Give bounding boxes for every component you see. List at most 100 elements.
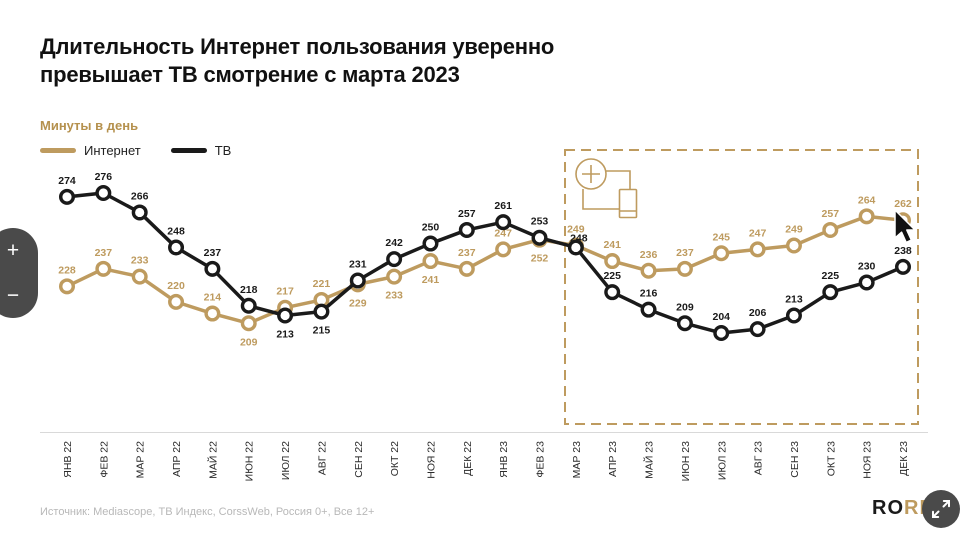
data-point[interactable] xyxy=(895,258,912,275)
data-point[interactable] xyxy=(386,251,403,268)
source-note: Источник: Mediascope, ТВ Индекс, CorssWe… xyxy=(40,506,375,518)
point-value-label: 237 xyxy=(676,247,694,259)
point-value-label: 252 xyxy=(531,253,549,265)
x-axis-label: АВГ 23 xyxy=(753,441,765,475)
data-point[interactable] xyxy=(858,274,875,291)
point-value-label: 238 xyxy=(894,245,912,257)
page-title: Длительность Интернет пользования уверен… xyxy=(40,33,800,89)
x-axis-label: ДЕК 23 xyxy=(898,441,910,476)
internet-line-swatch xyxy=(40,148,76,153)
zoom-device-icon xyxy=(575,158,638,219)
data-point[interactable] xyxy=(895,212,912,229)
point-value-label: 206 xyxy=(749,307,767,319)
data-point[interactable] xyxy=(349,272,366,289)
point-value-label: 237 xyxy=(95,247,113,259)
point-value-label: 242 xyxy=(385,237,403,249)
data-point[interactable] xyxy=(95,260,112,277)
data-point[interactable] xyxy=(785,307,802,324)
data-point[interactable] xyxy=(749,241,766,258)
x-axis-label: МАЙ 23 xyxy=(643,441,656,479)
x-axis-label: ИЮН 23 xyxy=(680,441,692,481)
data-point[interactable] xyxy=(277,307,294,324)
point-value-label: 274 xyxy=(58,175,76,187)
data-point[interactable] xyxy=(168,239,185,256)
x-axis-label: АПР 23 xyxy=(607,441,619,477)
point-value-label: 247 xyxy=(494,227,512,239)
data-point[interactable] xyxy=(313,303,330,320)
x-axis-label: АПР 22 xyxy=(171,441,183,477)
data-point[interactable] xyxy=(858,208,875,225)
point-value-label: 241 xyxy=(603,239,621,251)
point-value-label: 218 xyxy=(240,284,258,296)
data-point[interactable] xyxy=(567,239,584,256)
data-point[interactable] xyxy=(822,284,839,301)
title-line-2: превышает ТВ смотрение с марта 2023 xyxy=(40,62,460,87)
point-value-label: 231 xyxy=(349,258,367,270)
data-point[interactable] xyxy=(749,321,766,338)
data-point[interactable] xyxy=(676,315,693,332)
data-point[interactable] xyxy=(531,229,548,246)
point-value-label: 209 xyxy=(240,336,258,348)
point-value-label: 257 xyxy=(822,208,840,220)
data-point[interactable] xyxy=(131,268,148,285)
data-point[interactable] xyxy=(495,241,512,258)
tv-line-swatch xyxy=(170,148,207,153)
logo-black-part: RO xyxy=(872,497,904,519)
x-axis-label: ФЕВ 23 xyxy=(535,441,547,478)
x-axis-label: НОЯ 23 xyxy=(862,441,874,479)
x-axis-label: МАЙ 22 xyxy=(206,441,219,479)
data-point[interactable] xyxy=(458,260,475,277)
x-axis-label: СЕН 22 xyxy=(353,441,365,478)
zoom-control: + − xyxy=(0,228,38,318)
expand-icon xyxy=(932,500,950,518)
data-point[interactable] xyxy=(822,221,839,238)
zoom-in-button[interactable]: + xyxy=(1,238,25,263)
point-value-label: 245 xyxy=(712,231,730,243)
data-point[interactable] xyxy=(422,235,439,252)
data-point[interactable] xyxy=(59,278,76,295)
point-value-label: 215 xyxy=(313,325,331,337)
point-value-label: 249 xyxy=(785,223,803,235)
data-point[interactable] xyxy=(676,260,693,277)
point-value-label: 236 xyxy=(640,249,658,261)
data-point[interactable] xyxy=(422,253,439,270)
data-point[interactable] xyxy=(713,324,730,341)
point-value-label: 220 xyxy=(167,280,185,292)
data-point[interactable] xyxy=(386,268,403,285)
point-value-label: 213 xyxy=(785,293,803,305)
data-point[interactable] xyxy=(240,315,257,332)
point-value-label: 237 xyxy=(204,247,222,259)
x-axis-label: ИЮЛ 23 xyxy=(716,441,728,480)
data-point[interactable] xyxy=(131,204,148,221)
point-value-label: 249 xyxy=(567,223,585,235)
point-value-label: 233 xyxy=(385,290,403,302)
data-point[interactable] xyxy=(640,262,657,279)
point-value-label: 225 xyxy=(822,270,840,282)
chart-legend: Интернет ТВ xyxy=(40,143,231,158)
point-value-label: 250 xyxy=(422,222,440,234)
data-point[interactable] xyxy=(604,253,621,270)
point-value-label: 216 xyxy=(640,288,658,300)
data-point[interactable] xyxy=(785,237,802,254)
point-value-label: 253 xyxy=(531,216,549,228)
data-point[interactable] xyxy=(458,221,475,238)
data-point[interactable] xyxy=(59,188,76,205)
x-axis-label: СЕН 23 xyxy=(789,441,801,478)
data-point[interactable] xyxy=(713,245,730,262)
data-point[interactable] xyxy=(640,301,657,318)
data-point[interactable] xyxy=(204,260,221,277)
point-value-label: 214 xyxy=(204,292,222,304)
units-label: Минуты в день xyxy=(40,118,139,133)
fullscreen-button[interactable] xyxy=(922,490,960,528)
x-axis-label: ИЮЛ 22 xyxy=(280,441,292,480)
x-axis-label: ЯНВ 22 xyxy=(62,441,74,478)
point-value-label: 264 xyxy=(858,194,876,206)
data-point[interactable] xyxy=(95,184,112,201)
data-point[interactable] xyxy=(204,305,221,322)
zoom-out-button[interactable]: − xyxy=(1,283,25,308)
data-point[interactable] xyxy=(495,214,512,231)
data-point[interactable] xyxy=(604,284,621,301)
data-point[interactable] xyxy=(168,293,185,310)
data-point[interactable] xyxy=(240,297,257,314)
